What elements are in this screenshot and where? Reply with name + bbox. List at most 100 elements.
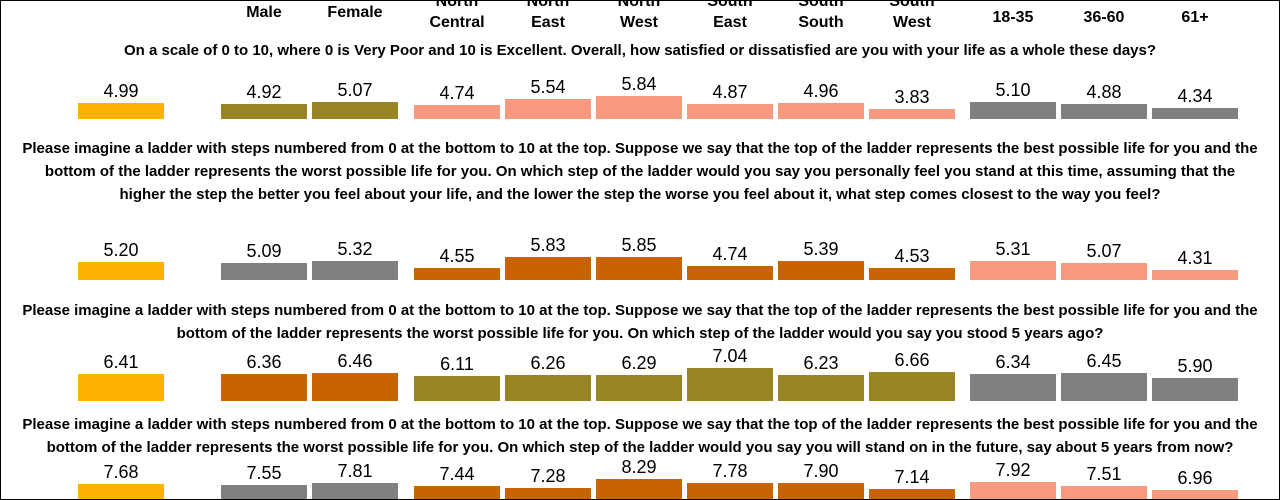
value-label: 4.92 — [246, 82, 282, 102]
bar — [505, 488, 591, 499]
bar — [221, 104, 307, 119]
bar — [869, 109, 955, 119]
bar — [687, 368, 773, 401]
bar — [312, 483, 398, 499]
bar — [505, 375, 591, 401]
bar — [414, 105, 500, 119]
value-label: 7.90 — [803, 461, 839, 481]
bar — [687, 104, 773, 119]
bar — [1061, 486, 1147, 499]
bar — [414, 268, 500, 280]
value-label: 7.14 — [894, 467, 930, 487]
bar — [1152, 270, 1238, 280]
bar — [596, 257, 682, 280]
bar — [1061, 104, 1147, 119]
bar — [414, 376, 500, 401]
value-label: 4.88 — [1086, 82, 1122, 102]
column-header: Female — [327, 4, 383, 21]
bar — [312, 102, 398, 119]
value-label: 5.84 — [621, 74, 657, 94]
value-label: 6.26 — [530, 353, 566, 373]
bar — [221, 374, 307, 401]
value-label: 3.83 — [894, 87, 930, 107]
value-label: 4.31 — [1177, 248, 1213, 268]
column-header: 61+ — [1181, 9, 1209, 26]
value-label: 7.81 — [337, 461, 373, 481]
bar — [970, 374, 1056, 401]
bar — [778, 261, 864, 280]
value-label: 5.20 — [103, 240, 139, 260]
value-label: 5.07 — [1086, 241, 1122, 261]
bar — [1152, 490, 1238, 499]
value-label: 5.31 — [995, 239, 1031, 259]
bar — [312, 261, 398, 280]
bar — [221, 263, 307, 280]
value-label: 6.46 — [337, 351, 373, 371]
column-header: South East — [707, 0, 753, 31]
bar — [778, 103, 864, 119]
value-label: 5.09 — [246, 241, 282, 261]
value-label: 6.11 — [440, 354, 474, 374]
bar — [687, 483, 773, 499]
value-label: 7.92 — [995, 460, 1031, 480]
bar — [596, 375, 682, 401]
column-header: North West — [617, 0, 661, 31]
value-label: 7.78 — [712, 461, 748, 481]
question-4: Please imagine a ladder with steps numbe… — [22, 416, 1258, 456]
bar — [414, 486, 500, 499]
value-label: 6.34 — [995, 352, 1031, 372]
value-label: 4.74 — [712, 244, 748, 264]
value-label: 8.29 — [621, 457, 657, 477]
question-1: On a scale of 0 to 10, where 0 is Very P… — [123, 42, 1157, 59]
value-label: 5.90 — [1177, 356, 1213, 376]
column-header: North Central — [429, 0, 485, 31]
bar — [687, 266, 773, 280]
value-label: 7.44 — [439, 464, 475, 484]
bar — [778, 375, 864, 401]
bar — [970, 102, 1056, 119]
value-label: 6.23 — [803, 353, 839, 373]
bar — [869, 489, 955, 499]
value-label: 7.04 — [712, 346, 748, 366]
bar — [869, 372, 955, 401]
question-3: Please imagine a ladder with steps numbe… — [22, 302, 1258, 342]
value-label: 4.99 — [103, 81, 139, 101]
value-label: 5.54 — [530, 77, 566, 97]
bar — [778, 483, 864, 499]
value-label: 4.55 — [439, 246, 475, 266]
column-header: North East — [526, 0, 570, 31]
bar — [78, 374, 164, 401]
value-label: 7.68 — [103, 462, 139, 482]
bar — [78, 262, 164, 280]
bar — [1061, 373, 1147, 401]
bar — [505, 99, 591, 119]
bar — [970, 482, 1056, 499]
question-2: Please imagine a ladder with steps numbe… — [22, 140, 1258, 203]
bar — [312, 373, 398, 401]
value-label: 5.32 — [337, 239, 373, 259]
value-label: 6.36 — [246, 352, 282, 372]
column-header: South West — [889, 0, 935, 31]
bar — [78, 484, 164, 499]
column-header: South South — [798, 0, 844, 31]
bar — [505, 257, 591, 280]
value-label: 6.66 — [894, 350, 930, 370]
value-label: 6.41 — [103, 352, 139, 372]
bar — [1152, 378, 1238, 401]
value-label: 4.96 — [803, 81, 839, 101]
column-header: 18-35 — [992, 9, 1034, 26]
bar — [869, 268, 955, 280]
bar — [970, 261, 1056, 280]
value-label: 7.55 — [246, 463, 282, 483]
value-label: 6.96 — [1177, 468, 1213, 488]
column-header: Male — [246, 4, 282, 21]
bar — [1061, 263, 1147, 280]
bar — [596, 479, 682, 499]
bar — [78, 103, 164, 119]
column-header: 36-60 — [1083, 9, 1125, 26]
value-label: 5.85 — [621, 235, 657, 255]
value-label: 5.10 — [995, 80, 1031, 100]
value-label: 4.87 — [712, 82, 748, 102]
value-label: 4.53 — [894, 246, 930, 266]
